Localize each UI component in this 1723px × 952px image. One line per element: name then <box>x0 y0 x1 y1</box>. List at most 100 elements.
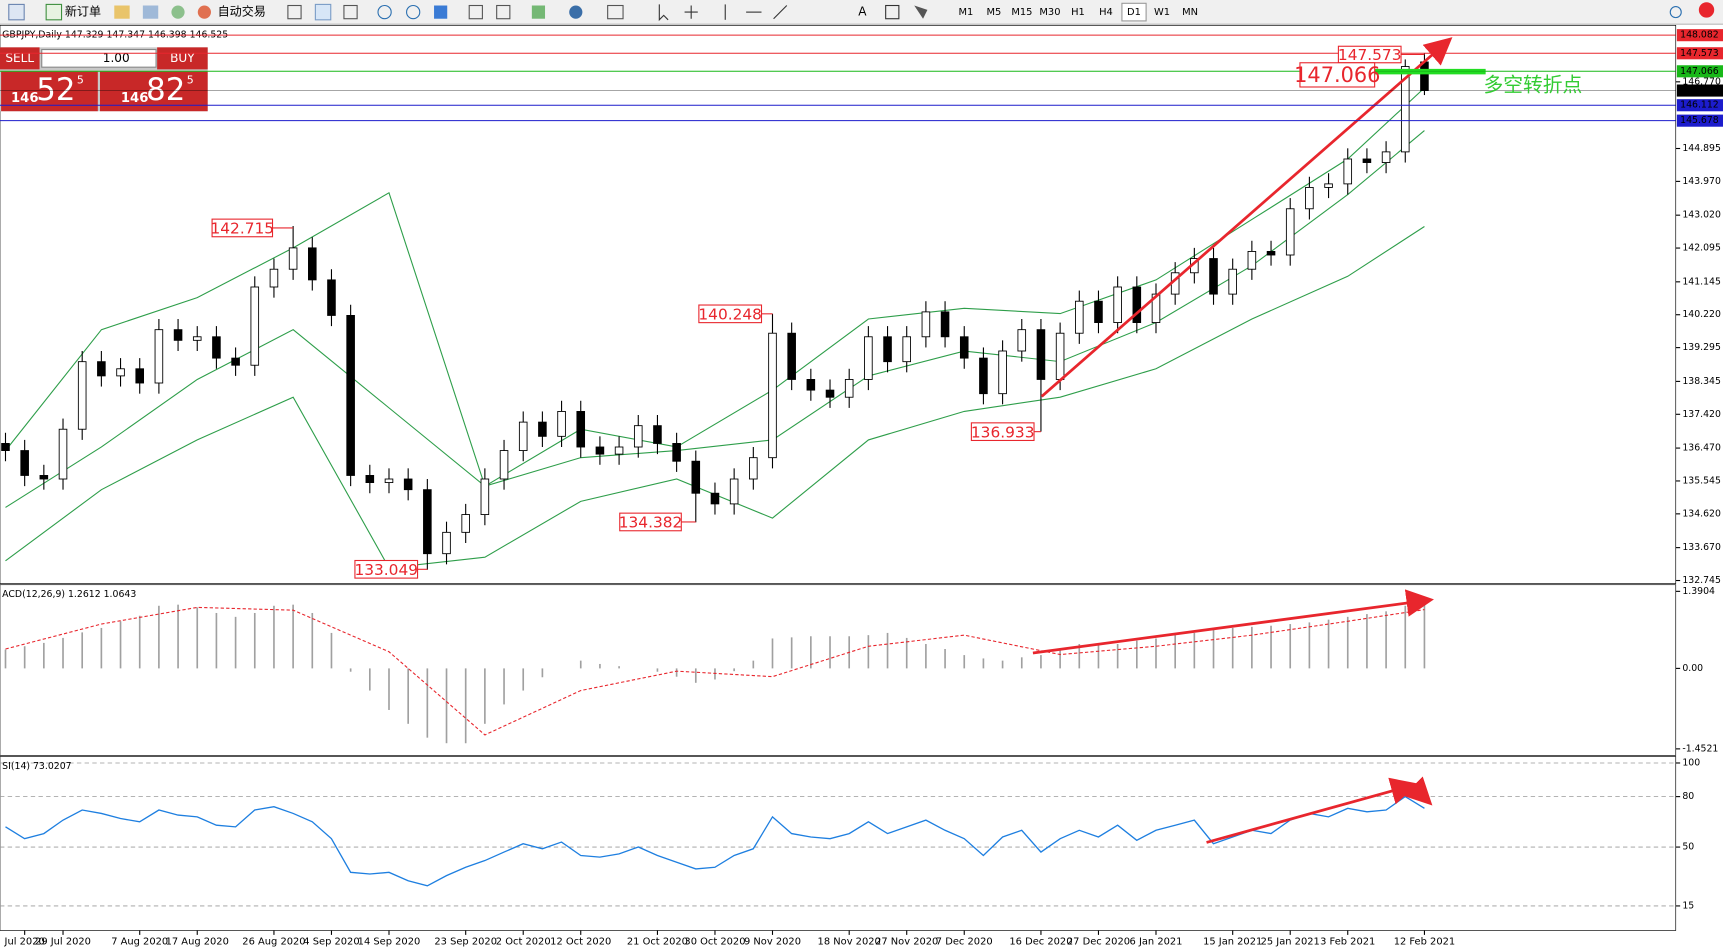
y-tick-label: 146.770 <box>1682 76 1721 87</box>
candle-body <box>538 421 547 437</box>
sell-price-box[interactable] <box>1 71 98 112</box>
timeframe-button[interactable]: M15 <box>1011 7 1032 18</box>
timeframe-button[interactable]: M30 <box>1039 7 1060 18</box>
auto-trading-button[interactable]: 自动交易 <box>218 4 266 19</box>
new-order-icon[interactable] <box>45 3 63 21</box>
y-tick-label: 140.220 <box>1682 309 1721 320</box>
candle-body <box>154 329 164 384</box>
y-tick-label: 143.020 <box>1682 210 1721 221</box>
x-tick-label: 6 Jan 2021 <box>1130 936 1183 947</box>
callout-label: 147.066 <box>1294 63 1380 87</box>
x-tick-label: 29 Jul 2020 <box>35 936 91 947</box>
candle-body <box>998 350 1007 395</box>
icon[interactable] <box>114 5 130 19</box>
band-lower <box>5 226 1425 569</box>
candle-body <box>1381 151 1391 163</box>
toolbar <box>0 0 1723 25</box>
candle-body <box>403 478 413 491</box>
candle-body <box>940 311 950 338</box>
price-panel <box>0 24 1677 584</box>
x-tick-label: 9 Nov 2020 <box>744 936 801 947</box>
tool-icons: A <box>287 3 928 22</box>
x-tick-label: Jul 2020 <box>4 936 45 947</box>
candle-body <box>1055 332 1065 380</box>
x-tick-label: 7 Aug 2020 <box>111 936 168 947</box>
buy-price-box[interactable] <box>99 71 208 112</box>
x-tick-label: 27 Dec 2020 <box>1067 936 1130 947</box>
candle-body <box>1324 183 1333 188</box>
y-tick-label: 138.345 <box>1682 376 1721 387</box>
timeframe-button[interactable]: H1 <box>1071 7 1085 18</box>
timeframe-button[interactable]: M1 <box>958 7 973 18</box>
candle-body <box>1285 208 1295 256</box>
sell-price-sup: 5 <box>77 73 84 86</box>
callout-box <box>354 559 419 579</box>
auto-trading-icon[interactable] <box>197 5 211 19</box>
candle-body <box>1151 293 1161 323</box>
candle-body <box>1362 158 1372 163</box>
sell-label[interactable]: SELL <box>5 51 34 65</box>
icon[interactable] <box>142 5 159 19</box>
y-tick-label: 133.670 <box>1682 542 1721 553</box>
candle-body <box>365 475 375 484</box>
callout-label: 142.715 <box>211 220 275 238</box>
lots-input[interactable] <box>41 49 157 68</box>
x-tick-label: 25 Jan 2021 <box>1261 936 1320 947</box>
candle-body <box>1266 250 1276 256</box>
candle-body <box>557 411 566 437</box>
candle-body <box>192 336 202 341</box>
svg-text:A: A <box>858 5 867 19</box>
new-order-button[interactable]: 新订单 <box>65 4 101 19</box>
timeframe-button[interactable]: W1 <box>1154 7 1170 18</box>
rsi-arrow <box>1206 777 1419 844</box>
callout-label: 136.933 <box>971 423 1035 441</box>
price-level-label: 146.525 <box>1680 85 1719 96</box>
price-level-tag <box>1676 114 1723 127</box>
y-tick-label: 15 <box>1682 900 1694 911</box>
candle-body <box>883 336 892 363</box>
band-middle <box>5 130 1425 508</box>
candle-body <box>864 336 873 380</box>
rsi-panel <box>0 756 1677 931</box>
candle-body <box>518 421 528 452</box>
candle-body <box>787 332 796 380</box>
buy-label[interactable]: BUY <box>170 51 195 65</box>
timeframe-active[interactable] <box>1121 2 1147 22</box>
trade-panel: SELL 1.00 BUY 146 52 5 146 82 5 <box>0 47 208 112</box>
candle-body <box>250 286 260 366</box>
timeframe-button[interactable]: H4 <box>1099 7 1113 18</box>
y-tick-label: 50 <box>1682 842 1694 853</box>
search-icon[interactable] <box>1669 6 1682 19</box>
band-upper <box>5 87 1425 487</box>
callout-box <box>698 304 763 324</box>
price-level-tag <box>1676 99 1723 112</box>
timeframe-button[interactable]: D1 <box>1127 7 1141 18</box>
trend-arrow <box>1040 37 1453 398</box>
callout-box <box>211 218 274 238</box>
x-tick-label: 3 Feb 2021 <box>1320 936 1375 947</box>
notification-badge[interactable] <box>1698 2 1715 18</box>
candle-body <box>1075 300 1084 334</box>
candle-body <box>768 332 777 459</box>
x-tick-label: 4 Sep 2020 <box>303 936 359 947</box>
candle-body <box>902 336 912 363</box>
candle-body <box>729 478 739 505</box>
icon[interactable] <box>8 3 25 21</box>
x-tick-label: 23 Sep 2020 <box>434 936 497 947</box>
candle-body <box>212 336 221 359</box>
price-level-label: 145.678 <box>1680 115 1719 126</box>
macd-arrow <box>1032 589 1434 655</box>
callout-label: 147.573 <box>1338 46 1402 64</box>
candle-body <box>1247 250 1257 270</box>
timeframe-button[interactable]: MN <box>1182 7 1198 18</box>
candle-body <box>1420 61 1429 91</box>
x-tick-label: 7 Dec 2020 <box>936 936 993 947</box>
y-tick-label: 143.970 <box>1682 176 1721 187</box>
price-level-tag <box>1676 29 1723 42</box>
icon[interactable] <box>171 5 185 19</box>
lots-value[interactable]: 1.00 <box>103 51 130 65</box>
timeframe-button[interactable]: M5 <box>987 7 1002 18</box>
candle-body <box>1400 66 1410 153</box>
sell-price-main: 52 <box>36 72 75 108</box>
